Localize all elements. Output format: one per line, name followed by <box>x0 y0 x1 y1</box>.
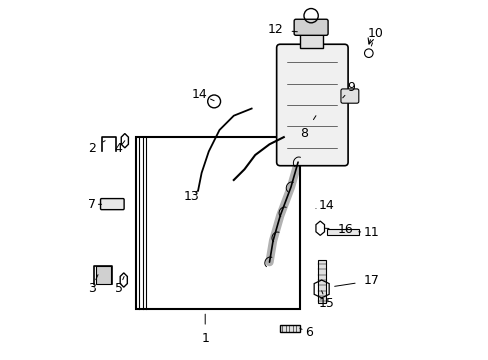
Bar <box>299 33 322 48</box>
Bar <box>135 137 299 309</box>
Text: 12: 12 <box>267 23 297 36</box>
Text: 16: 16 <box>324 223 352 236</box>
Bar <box>280 325 299 332</box>
Text: 14: 14 <box>192 88 214 101</box>
Text: 9: 9 <box>342 81 355 98</box>
Text: 2: 2 <box>87 141 105 155</box>
FancyBboxPatch shape <box>276 44 347 166</box>
Text: 17: 17 <box>334 274 379 287</box>
FancyBboxPatch shape <box>101 199 124 210</box>
FancyBboxPatch shape <box>294 19 327 35</box>
Bar <box>326 229 358 235</box>
Text: 1: 1 <box>201 314 209 346</box>
Text: 5: 5 <box>115 276 124 296</box>
Text: 15: 15 <box>318 291 334 310</box>
Bar <box>317 260 325 303</box>
Text: 8: 8 <box>300 116 315 140</box>
Text: 6: 6 <box>299 327 312 339</box>
Text: 10: 10 <box>367 27 383 46</box>
Text: 13: 13 <box>183 190 199 203</box>
Text: 7: 7 <box>87 198 102 211</box>
Text: 11: 11 <box>358 226 378 239</box>
Bar <box>96 266 110 284</box>
Text: 4: 4 <box>115 141 124 155</box>
Text: 14: 14 <box>315 198 334 212</box>
FancyBboxPatch shape <box>340 89 358 103</box>
Text: 3: 3 <box>87 275 98 296</box>
